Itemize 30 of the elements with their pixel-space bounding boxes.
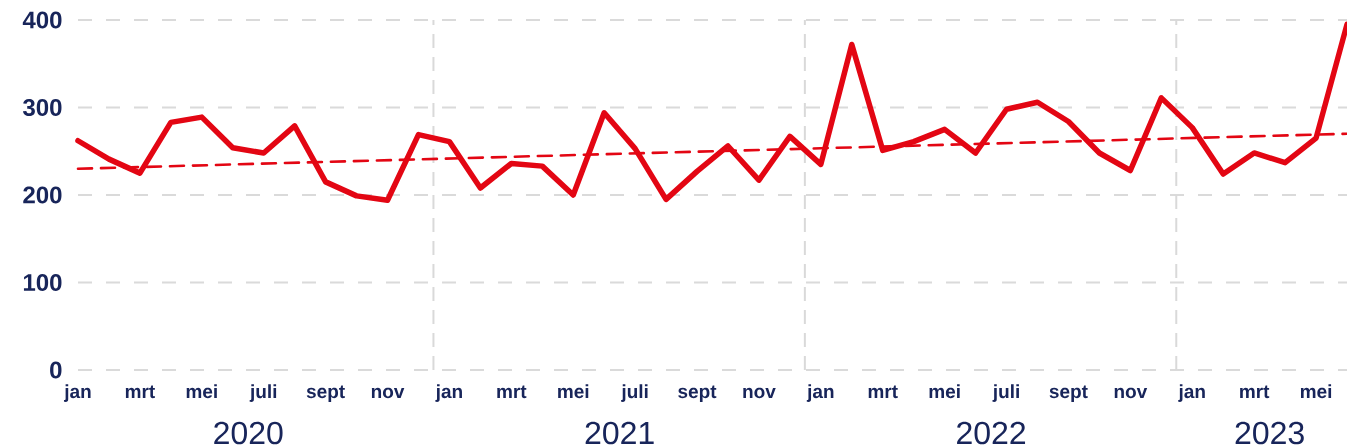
x-tick-label: nov [1114,387,1148,399]
x-tick-label: juli [621,384,648,402]
x-tick-label: sept [1049,385,1088,402]
text: 2021 [585,421,654,445]
x-tick-label: nov [371,387,405,399]
text: 2020 [214,421,283,445]
y-tick-label: 300 [22,98,62,117]
y-tick-label: 200 [23,186,62,204]
x-tick-label: mrt [1240,385,1270,399]
x-tick-label: mei [186,384,217,399]
y-tick-label: 100 [23,274,62,291]
text: 2022 [957,421,1026,445]
x-tick-label: mei [1300,384,1332,399]
x-tick-label: juli [249,384,277,402]
x-tick-label: jan [63,384,91,402]
x-tick-label: mei [558,384,589,399]
x-tick-label: jan [435,384,462,402]
x-tick-label: sept [678,385,717,402]
x-tick-label: sept [306,385,345,402]
x-tick-label: juli [992,384,1019,402]
x-tick-label: jan [806,384,834,402]
x-tick-label: jan [1178,384,1205,402]
x-tick-label: mrt [868,385,898,399]
x-tick-label: mrt [125,385,155,399]
text: 2023 [1235,421,1304,445]
x-tick-label: nov [743,387,776,399]
y-tick-label: 0 [50,361,62,379]
x-tick-label: mrt [497,385,527,399]
x-tick-label: mei [929,384,960,399]
y-tick-label: 400 [22,11,62,29]
